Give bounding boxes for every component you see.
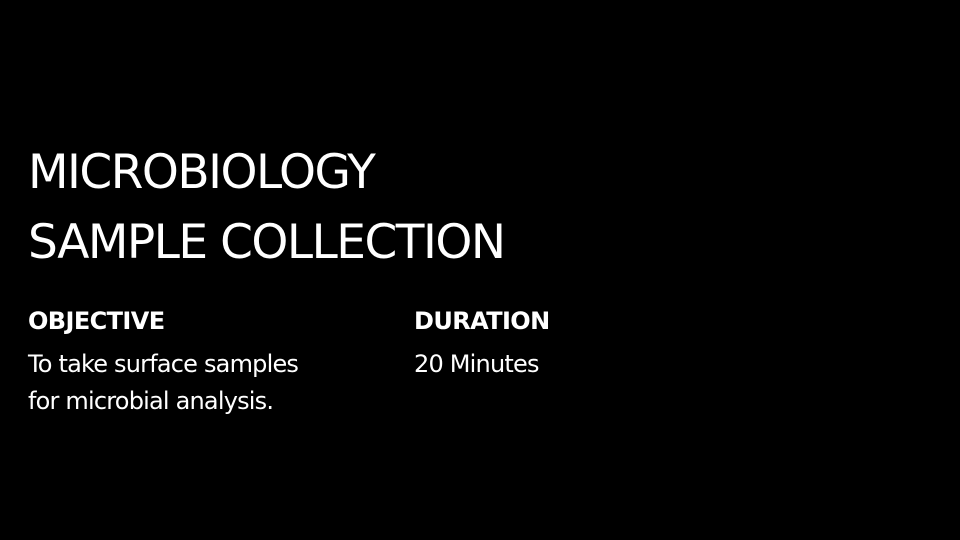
slide-title: MICROBIOLOGY SAMPLE COLLECTION: [28, 138, 928, 278]
objective-text-line-2: for microbial analysis.: [28, 387, 274, 415]
objective-label: OBJECTIVE: [28, 307, 165, 335]
duration-text: 20 Minutes: [414, 350, 539, 378]
objective-text: To take surface samples for microbial an…: [28, 346, 388, 420]
duration-section: DURATION 20 Minutes: [414, 306, 714, 383]
objective-section: OBJECTIVE To take surface samples for mi…: [28, 306, 388, 420]
duration-label: DURATION: [414, 307, 550, 335]
title-line-2: SAMPLE COLLECTION: [28, 215, 506, 270]
title-line-1: MICROBIOLOGY: [28, 145, 376, 200]
objective-text-line-1: To take surface samples: [28, 350, 299, 378]
